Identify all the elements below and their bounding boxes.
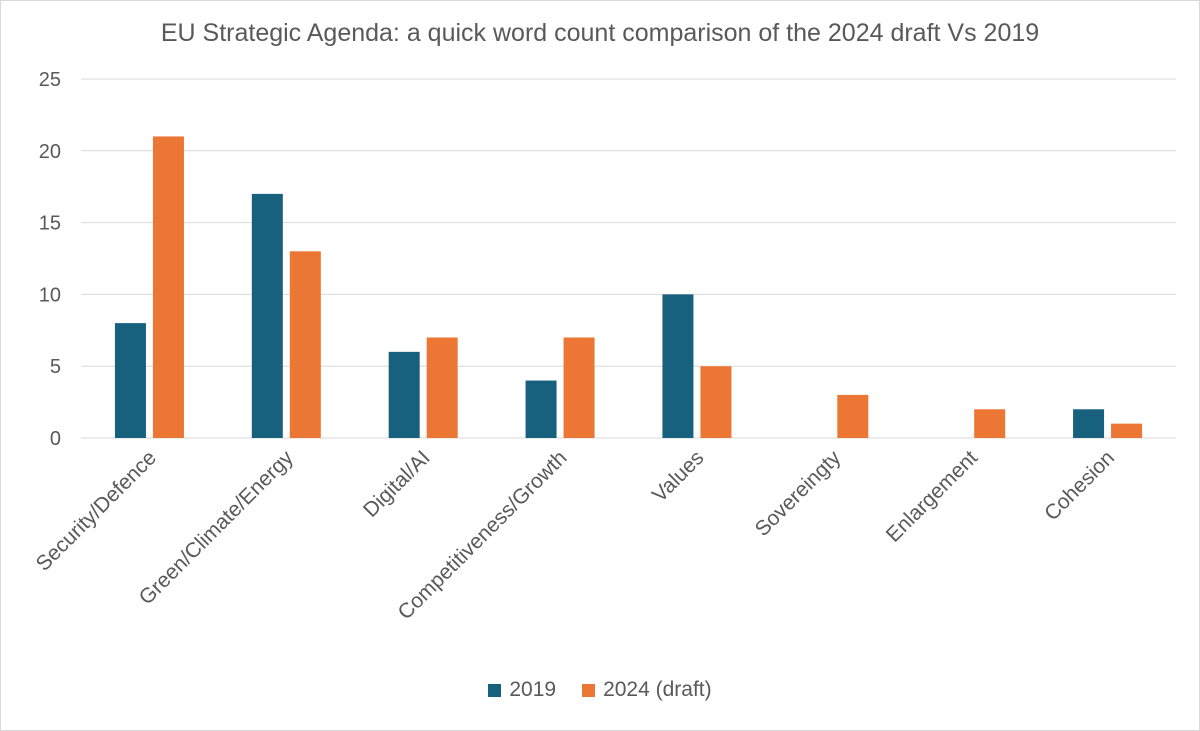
bar-2019-digital-ai xyxy=(388,351,420,438)
bar-2024-draft--values xyxy=(700,366,732,438)
y-tick-label-10: 10 xyxy=(39,284,61,306)
y-tick-label-0: 0 xyxy=(50,428,61,450)
bar-2024-draft--enlargement xyxy=(974,409,1006,438)
y-tick-label-5: 5 xyxy=(50,356,61,378)
bar-2019-values xyxy=(662,294,694,438)
bar-2019-cohesion xyxy=(1073,409,1105,438)
legend-item-2019: 2019 xyxy=(488,678,556,702)
y-axis-tick-labels: 0 5 10 15 20 25 xyxy=(39,69,61,450)
x-tick-label-security-defence: Security/Defence xyxy=(32,446,161,575)
bar-2024-draft--digital-ai xyxy=(426,337,458,438)
legend-label: 2019 xyxy=(509,678,557,701)
legend-label: 2024 (draft) xyxy=(603,678,712,701)
gridlines xyxy=(81,78,1176,439)
bar-2024-draft--security-defence xyxy=(152,136,184,438)
bar-chart-plot: 0 5 10 15 20 25 Security/DefenceGreen/Climate… xyxy=(32,69,1176,624)
y-tick-label-25: 25 xyxy=(39,69,61,91)
x-tick-label-sovereingty: Sovereingty xyxy=(751,446,846,541)
bar-2019-security-defence xyxy=(114,323,146,438)
y-tick-label-20: 20 xyxy=(39,141,61,163)
bar-2024-draft--competitiveness-growth xyxy=(563,337,595,438)
x-tick-label-cohesion: Cohesion xyxy=(1040,446,1119,525)
bar-2024-draft--cohesion xyxy=(1111,423,1143,438)
bar-2024-draft--sovereingty xyxy=(837,394,869,438)
bar-2019-competitiveness-growth xyxy=(525,380,557,438)
legend: 2019 2024 (draft) xyxy=(1,678,1199,702)
y-tick-label-15: 15 xyxy=(39,213,61,235)
bar-2024-draft--green-climate-energy xyxy=(289,251,321,438)
legend-swatch xyxy=(488,683,502,697)
x-tick-label-enlargement: Enlargement xyxy=(882,446,983,547)
legend-swatch xyxy=(582,683,596,697)
x-tick-label-values: Values xyxy=(648,446,709,507)
bar-2019-green-climate-energy xyxy=(251,193,283,438)
x-tick-label-green-climate-energy: Green/Climate/Energy xyxy=(135,446,299,610)
legend-item-2024-draft-: 2024 (draft) xyxy=(582,678,712,702)
x-tick-label-digital-ai: Digital/AI xyxy=(359,446,435,522)
chart-title: EU Strategic Agenda: a quick word count … xyxy=(160,19,1040,47)
bars xyxy=(114,136,1143,438)
